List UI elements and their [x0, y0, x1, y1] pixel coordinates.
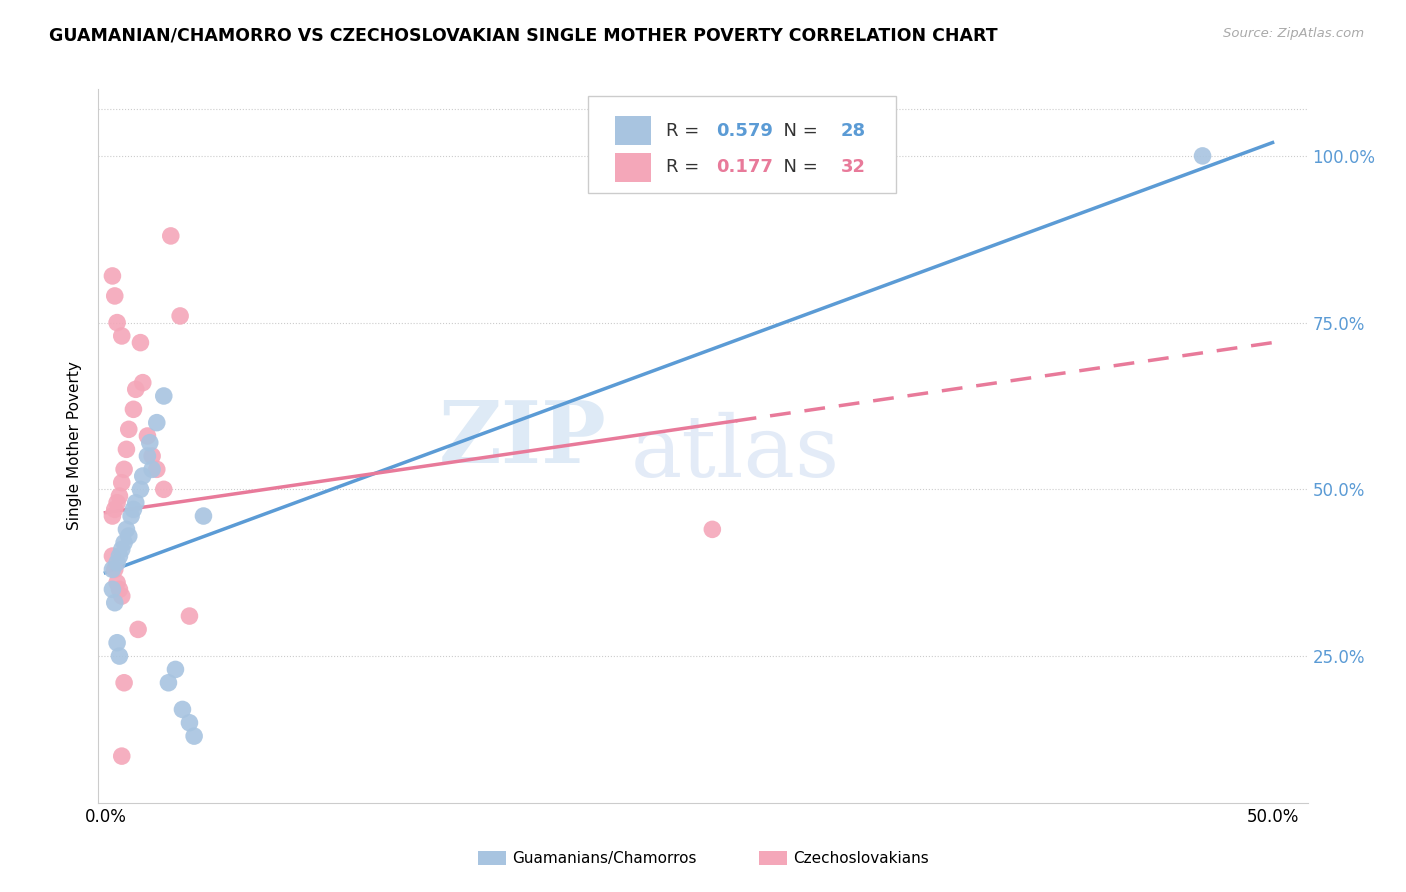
- Point: [1191, 149, 1213, 163]
- Point: [136, 449, 159, 463]
- Point: [108, 649, 131, 664]
- Point: [105, 316, 128, 330]
- Point: [146, 416, 169, 430]
- Point: [702, 522, 724, 536]
- Text: atlas: atlas: [630, 411, 839, 495]
- Text: N =: N =: [772, 159, 824, 177]
- Text: 28: 28: [841, 121, 866, 139]
- Point: [112, 675, 135, 690]
- Text: R =: R =: [665, 121, 704, 139]
- Point: [101, 268, 124, 283]
- Point: [101, 582, 124, 597]
- Point: [159, 228, 181, 243]
- Point: [129, 483, 152, 497]
- Point: [112, 462, 135, 476]
- Point: [104, 562, 127, 576]
- Point: [152, 483, 174, 497]
- Point: [104, 502, 127, 516]
- Point: [172, 702, 194, 716]
- Point: [146, 462, 169, 476]
- Point: [105, 575, 128, 590]
- Point: [111, 589, 134, 603]
- Point: [125, 382, 148, 396]
- Text: GUAMANIAN/CHAMORRO VS CZECHOSLOVAKIAN SINGLE MOTHER POVERTY CORRELATION CHART: GUAMANIAN/CHAMORRO VS CZECHOSLOVAKIAN SI…: [49, 27, 998, 45]
- Text: 0.177: 0.177: [716, 159, 773, 177]
- Point: [165, 662, 187, 676]
- Point: [139, 435, 162, 450]
- Text: 32: 32: [841, 159, 866, 177]
- FancyBboxPatch shape: [614, 153, 651, 182]
- Point: [136, 429, 159, 443]
- Point: [108, 549, 131, 563]
- Point: [108, 582, 131, 597]
- Text: ZIP: ZIP: [439, 397, 606, 481]
- Point: [104, 289, 127, 303]
- Point: [129, 335, 152, 350]
- Point: [127, 623, 149, 637]
- Point: [105, 556, 128, 570]
- Text: R =: R =: [665, 159, 704, 177]
- Point: [132, 376, 155, 390]
- FancyBboxPatch shape: [588, 96, 897, 193]
- FancyBboxPatch shape: [614, 116, 651, 145]
- Point: [120, 509, 142, 524]
- Point: [108, 489, 131, 503]
- Text: N =: N =: [772, 121, 824, 139]
- Point: [115, 522, 138, 536]
- Point: [125, 496, 148, 510]
- Point: [179, 609, 201, 624]
- Point: [118, 529, 141, 543]
- Point: [179, 715, 201, 730]
- Text: Czechoslovakians: Czechoslovakians: [793, 851, 929, 865]
- Point: [122, 402, 145, 417]
- Point: [105, 496, 128, 510]
- Point: [141, 449, 163, 463]
- Point: [157, 675, 180, 690]
- Point: [111, 329, 134, 343]
- Point: [152, 389, 174, 403]
- Point: [101, 509, 124, 524]
- Point: [193, 509, 215, 524]
- Point: [132, 469, 155, 483]
- Point: [101, 562, 124, 576]
- Text: Guamanians/Chamorros: Guamanians/Chamorros: [512, 851, 696, 865]
- Point: [112, 535, 135, 549]
- Point: [141, 462, 163, 476]
- Point: [111, 749, 134, 764]
- Point: [183, 729, 205, 743]
- Point: [104, 596, 127, 610]
- Point: [118, 422, 141, 436]
- Point: [111, 475, 134, 490]
- Point: [122, 502, 145, 516]
- Point: [115, 442, 138, 457]
- Text: 0.579: 0.579: [716, 121, 773, 139]
- Point: [101, 549, 124, 563]
- Text: Source: ZipAtlas.com: Source: ZipAtlas.com: [1223, 27, 1364, 40]
- Point: [111, 542, 134, 557]
- Point: [105, 636, 128, 650]
- Y-axis label: Single Mother Poverty: Single Mother Poverty: [67, 361, 83, 531]
- Point: [169, 309, 191, 323]
